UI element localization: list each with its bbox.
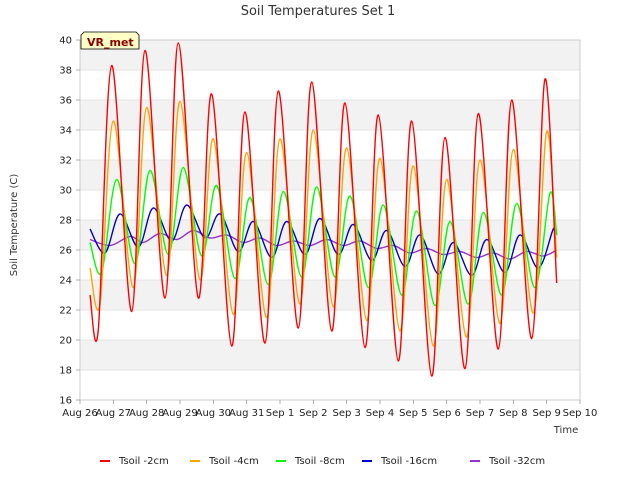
y-tick-label: 28 bbox=[59, 216, 72, 227]
y-tick-label: 30 bbox=[59, 186, 72, 197]
y-tick-label: 34 bbox=[59, 126, 72, 137]
y-tick-label: 16 bbox=[59, 396, 72, 407]
y-tick-label: 22 bbox=[59, 306, 72, 317]
legend: Tsoil -2cm Tsoil -4cm Tsoil -8cm Tsoil -16c… bbox=[100, 456, 545, 467]
y-axis-label: Soil Temperature (C) bbox=[9, 174, 20, 277]
series-line-tsoil-4cm bbox=[89, 100, 558, 347]
badge-label: VR_met bbox=[87, 36, 134, 49]
x-tick-label: Sep 9 bbox=[532, 408, 560, 419]
x-tick-label: Aug 30 bbox=[196, 408, 231, 419]
x-tick-label: Sep 7 bbox=[466, 408, 494, 419]
y-tick-label: 20 bbox=[59, 336, 72, 347]
chart-title: Soil Temperatures Set 1 bbox=[241, 4, 396, 19]
x-axis-label: Time bbox=[553, 425, 578, 436]
background-band bbox=[80, 40, 580, 70]
badge-shape bbox=[80, 31, 140, 50]
series-lines bbox=[89, 42, 558, 377]
x-tick-label: Aug 27 bbox=[96, 408, 131, 419]
legend-label-tsoil-32cm: Tsoil -32cm bbox=[488, 456, 545, 467]
background-band bbox=[80, 160, 580, 190]
x-tick-label: Aug 31 bbox=[229, 408, 264, 419]
x-tick-label: Sep 6 bbox=[432, 408, 460, 419]
legend-label-tsoil-16cm: Tsoil -16cm bbox=[380, 456, 437, 467]
y-tick-label: 40 bbox=[59, 36, 72, 47]
y-tick-label: 32 bbox=[59, 156, 72, 167]
plot-background-bands bbox=[80, 40, 580, 370]
legend-label-tsoil-8cm: Tsoil -8cm bbox=[294, 456, 345, 467]
legend-label-tsoil-4cm: Tsoil -4cm bbox=[208, 456, 259, 467]
y-tick-label: 18 bbox=[59, 366, 72, 377]
x-tick-label: Sep 1 bbox=[266, 408, 294, 419]
x-tick-label: Aug 28 bbox=[129, 408, 164, 419]
y-tick-label: 36 bbox=[59, 96, 72, 107]
x-tick-label: Sep 5 bbox=[399, 408, 427, 419]
x-tick-label: Sep 8 bbox=[499, 408, 527, 419]
x-tick-label: Sep 3 bbox=[332, 408, 360, 419]
background-band bbox=[80, 100, 580, 130]
series-line-tsoil-2cm bbox=[89, 42, 558, 377]
x-tick-label: Aug 29 bbox=[162, 408, 197, 419]
x-tick-label: Sep 10 bbox=[563, 408, 598, 419]
vr-met-badge: VR_met bbox=[80, 31, 140, 50]
y-tick-label: 26 bbox=[59, 246, 72, 257]
y-axis-ticks: 16 18 20 22 24 26 28 30 32 34 36 38 40 bbox=[59, 36, 80, 407]
y-tick-label: 38 bbox=[59, 66, 72, 77]
x-tick-label: Sep 2 bbox=[299, 408, 327, 419]
legend-label-tsoil-2cm: Tsoil -2cm bbox=[118, 456, 169, 467]
x-tick-label: Sep 4 bbox=[366, 408, 394, 419]
x-tick-label: Aug 26 bbox=[62, 408, 97, 419]
background-band bbox=[80, 340, 580, 370]
y-tick-label: 24 bbox=[59, 276, 72, 287]
